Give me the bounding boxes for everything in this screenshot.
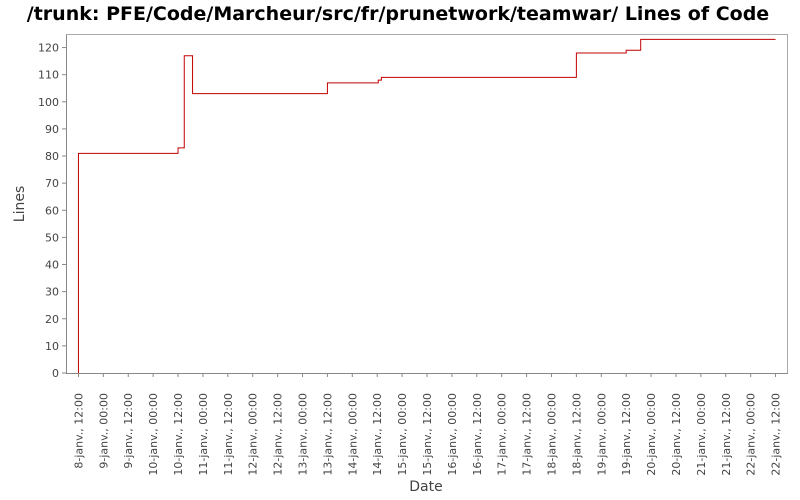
chart-title: /trunk: PFE/Code/Marcheur/src/fr/prunetw… bbox=[27, 3, 769, 25]
y-axis-ticks: 0 10 20 30 40 50 60 70 80 90 100 110 120 bbox=[38, 42, 66, 380]
x-tick-label: 16-janv., 00:00 bbox=[446, 393, 459, 476]
x-tick-label: 12-janv., 00:00 bbox=[247, 393, 260, 476]
y-axis-label: Lines bbox=[12, 186, 28, 222]
y-tick-label: 90 bbox=[45, 123, 59, 136]
y-tick-label: 100 bbox=[38, 96, 59, 109]
x-tick-label: 10-janv., 00:00 bbox=[147, 393, 160, 476]
x-tick-label: 9-janv., 00:00 bbox=[97, 393, 110, 469]
x-tick-label: 14-janv., 00:00 bbox=[346, 393, 359, 476]
x-tick-label: 13-janv., 12:00 bbox=[321, 393, 334, 476]
x-tick-label: 13-janv., 00:00 bbox=[297, 393, 310, 476]
y-tick-label: 0 bbox=[52, 367, 59, 380]
x-tick-label: 10-janv., 12:00 bbox=[172, 393, 185, 476]
x-tick-label: 20-janv., 12:00 bbox=[670, 393, 683, 476]
y-tick-label: 10 bbox=[45, 340, 59, 353]
x-axis-label: Date bbox=[409, 479, 442, 495]
x-tick-label: 18-janv., 12:00 bbox=[570, 393, 583, 476]
y-tick-label: 50 bbox=[45, 231, 59, 244]
x-tick-label: 17-janv., 00:00 bbox=[496, 393, 509, 476]
y-tick-label: 60 bbox=[45, 204, 59, 217]
x-tick-label: 15-janv., 00:00 bbox=[396, 393, 409, 476]
y-tick-label: 40 bbox=[45, 259, 59, 272]
x-axis-ticks: 8-janv., 12:00 9-janv., 00:00 9-janv., 12:… bbox=[72, 373, 783, 476]
y-tick-label: 20 bbox=[45, 313, 59, 326]
x-tick-label: 22-janv., 00:00 bbox=[745, 393, 758, 476]
y-tick-label: 110 bbox=[38, 69, 59, 82]
x-tick-label: 21-janv., 00:00 bbox=[695, 393, 708, 476]
x-tick-label: 11-janv., 12:00 bbox=[222, 393, 235, 476]
x-tick-label: 19-janv., 00:00 bbox=[595, 393, 608, 476]
x-tick-label: 16-janv., 12:00 bbox=[471, 393, 484, 476]
x-tick-label: 17-janv., 12:00 bbox=[521, 393, 534, 476]
x-tick-label: 15-janv., 12:00 bbox=[421, 393, 434, 476]
x-tick-label: 20-janv., 00:00 bbox=[645, 393, 658, 476]
x-tick-label: 12-janv., 12:00 bbox=[272, 393, 285, 476]
x-tick-label: 19-janv., 12:00 bbox=[620, 393, 633, 476]
y-tick-label: 30 bbox=[45, 286, 59, 299]
lines-of-code-series-line bbox=[77, 38, 776, 373]
x-tick-label: 11-janv., 00:00 bbox=[197, 393, 210, 476]
x-tick-label: 9-janv., 12:00 bbox=[122, 393, 135, 469]
x-tick-label: 22-janv., 12:00 bbox=[770, 393, 783, 476]
x-tick-label: 21-janv., 12:00 bbox=[720, 393, 733, 476]
y-tick-label: 70 bbox=[45, 177, 59, 190]
y-tick-label: 80 bbox=[45, 150, 59, 163]
y-tick-label: 120 bbox=[38, 42, 59, 55]
x-tick-label: 14-janv., 12:00 bbox=[371, 393, 384, 476]
x-tick-label: 18-janv., 00:00 bbox=[545, 393, 558, 476]
x-tick-label: 8-janv., 12:00 bbox=[72, 393, 85, 469]
